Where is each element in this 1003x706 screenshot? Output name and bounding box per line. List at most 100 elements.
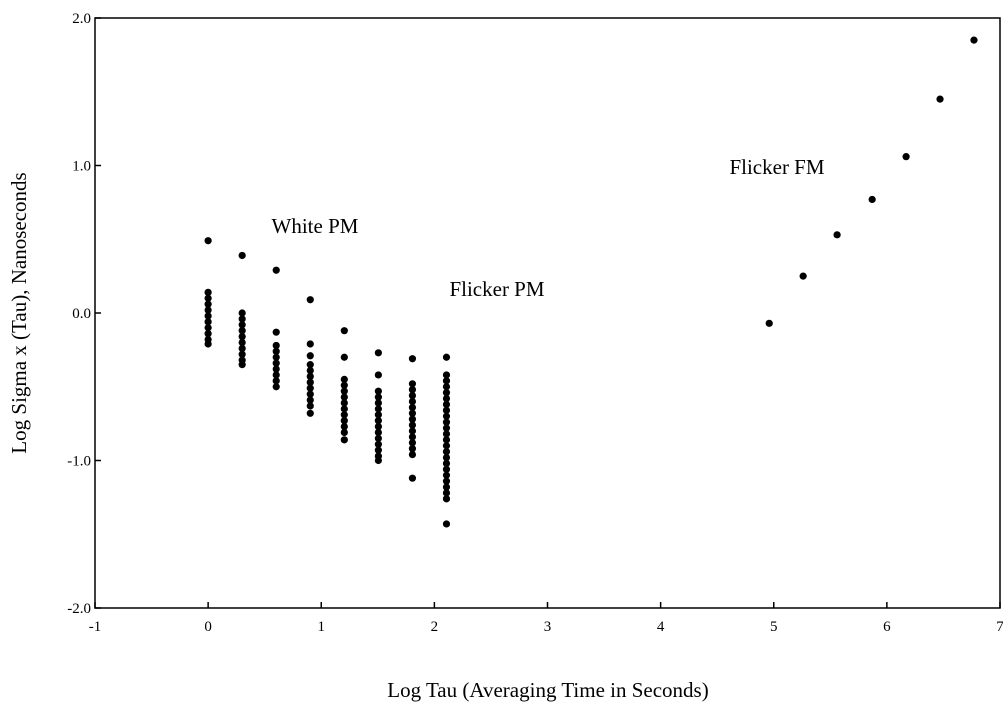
point (442, 495, 451, 503)
point (442, 477, 451, 485)
point (374, 440, 382, 448)
point (765, 319, 773, 327)
point (238, 327, 246, 335)
point (238, 315, 246, 323)
point (340, 428, 348, 437)
point (272, 347, 280, 355)
point (272, 383, 280, 391)
y-axis-label: Log Sigma x (Tau), Nanoseconds (7, 172, 31, 453)
point (340, 327, 348, 335)
point (204, 300, 212, 308)
point (306, 384, 314, 392)
point (442, 436, 451, 444)
annotation: Flicker FM (729, 155, 824, 179)
point (306, 396, 314, 404)
point (442, 471, 451, 479)
point (272, 365, 280, 373)
point (306, 402, 314, 410)
point (442, 465, 451, 473)
point (442, 520, 451, 528)
point (340, 387, 348, 395)
point (340, 417, 348, 425)
point (374, 411, 382, 419)
plot-frame (94, 17, 1001, 609)
y-tick-label: 2.0 (72, 11, 91, 27)
point (272, 266, 280, 274)
point (204, 340, 212, 348)
point (442, 448, 451, 456)
y-tick-label: 1.0 (72, 159, 91, 175)
point (408, 403, 417, 411)
point (204, 312, 212, 320)
point (306, 361, 314, 369)
point (272, 328, 280, 336)
point (442, 430, 451, 438)
point (936, 95, 944, 103)
point (340, 375, 348, 383)
point (408, 386, 417, 394)
x-tick-label: 6 (883, 619, 891, 635)
point (306, 372, 314, 381)
point (442, 412, 451, 420)
point (442, 406, 451, 414)
annotation: White PM (272, 214, 359, 238)
point (374, 428, 382, 437)
point (408, 445, 417, 453)
point (408, 474, 417, 482)
point (374, 387, 382, 395)
point (238, 350, 246, 358)
point (340, 399, 348, 407)
point (306, 409, 314, 417)
point (238, 251, 246, 260)
point (204, 306, 212, 314)
point (340, 393, 348, 401)
point (374, 349, 382, 357)
point (408, 439, 417, 447)
point (272, 353, 280, 361)
point (408, 433, 417, 441)
point (442, 394, 451, 403)
point (833, 231, 841, 239)
x-tick-label: 7 (996, 619, 1003, 635)
point (970, 36, 978, 44)
point (442, 459, 451, 468)
point (272, 377, 280, 385)
x-tick-label: 4 (657, 619, 665, 635)
x-tick-label: 0 (204, 619, 212, 635)
point (204, 294, 212, 302)
point (374, 417, 382, 425)
point (374, 422, 382, 431)
point (204, 324, 212, 332)
point (442, 442, 451, 450)
point (374, 393, 382, 401)
x-tick-label: 1 (318, 619, 326, 635)
point (238, 338, 246, 347)
point (204, 330, 212, 338)
point (408, 380, 417, 388)
point (442, 400, 451, 409)
point (238, 361, 246, 369)
x-tick-label: 2 (431, 619, 439, 635)
point (340, 353, 348, 361)
point (442, 371, 451, 379)
point (408, 355, 417, 363)
point (340, 405, 348, 413)
point (442, 389, 451, 397)
point (306, 352, 314, 360)
point (306, 366, 314, 375)
annotation: Flicker PM (449, 277, 544, 301)
point (442, 453, 451, 462)
point (408, 392, 417, 400)
point (306, 378, 314, 386)
point (408, 427, 417, 435)
point (408, 451, 417, 459)
x-tick-label: 3 (544, 619, 552, 635)
point (238, 321, 246, 329)
x-tick-label: -1 (89, 619, 102, 635)
point (442, 483, 451, 491)
x-axis-label: Log Tau (Averaging Time in Seconds) (387, 678, 708, 702)
y-tick-label: 0.0 (72, 306, 91, 322)
y-tick-label: -2.0 (67, 601, 91, 617)
